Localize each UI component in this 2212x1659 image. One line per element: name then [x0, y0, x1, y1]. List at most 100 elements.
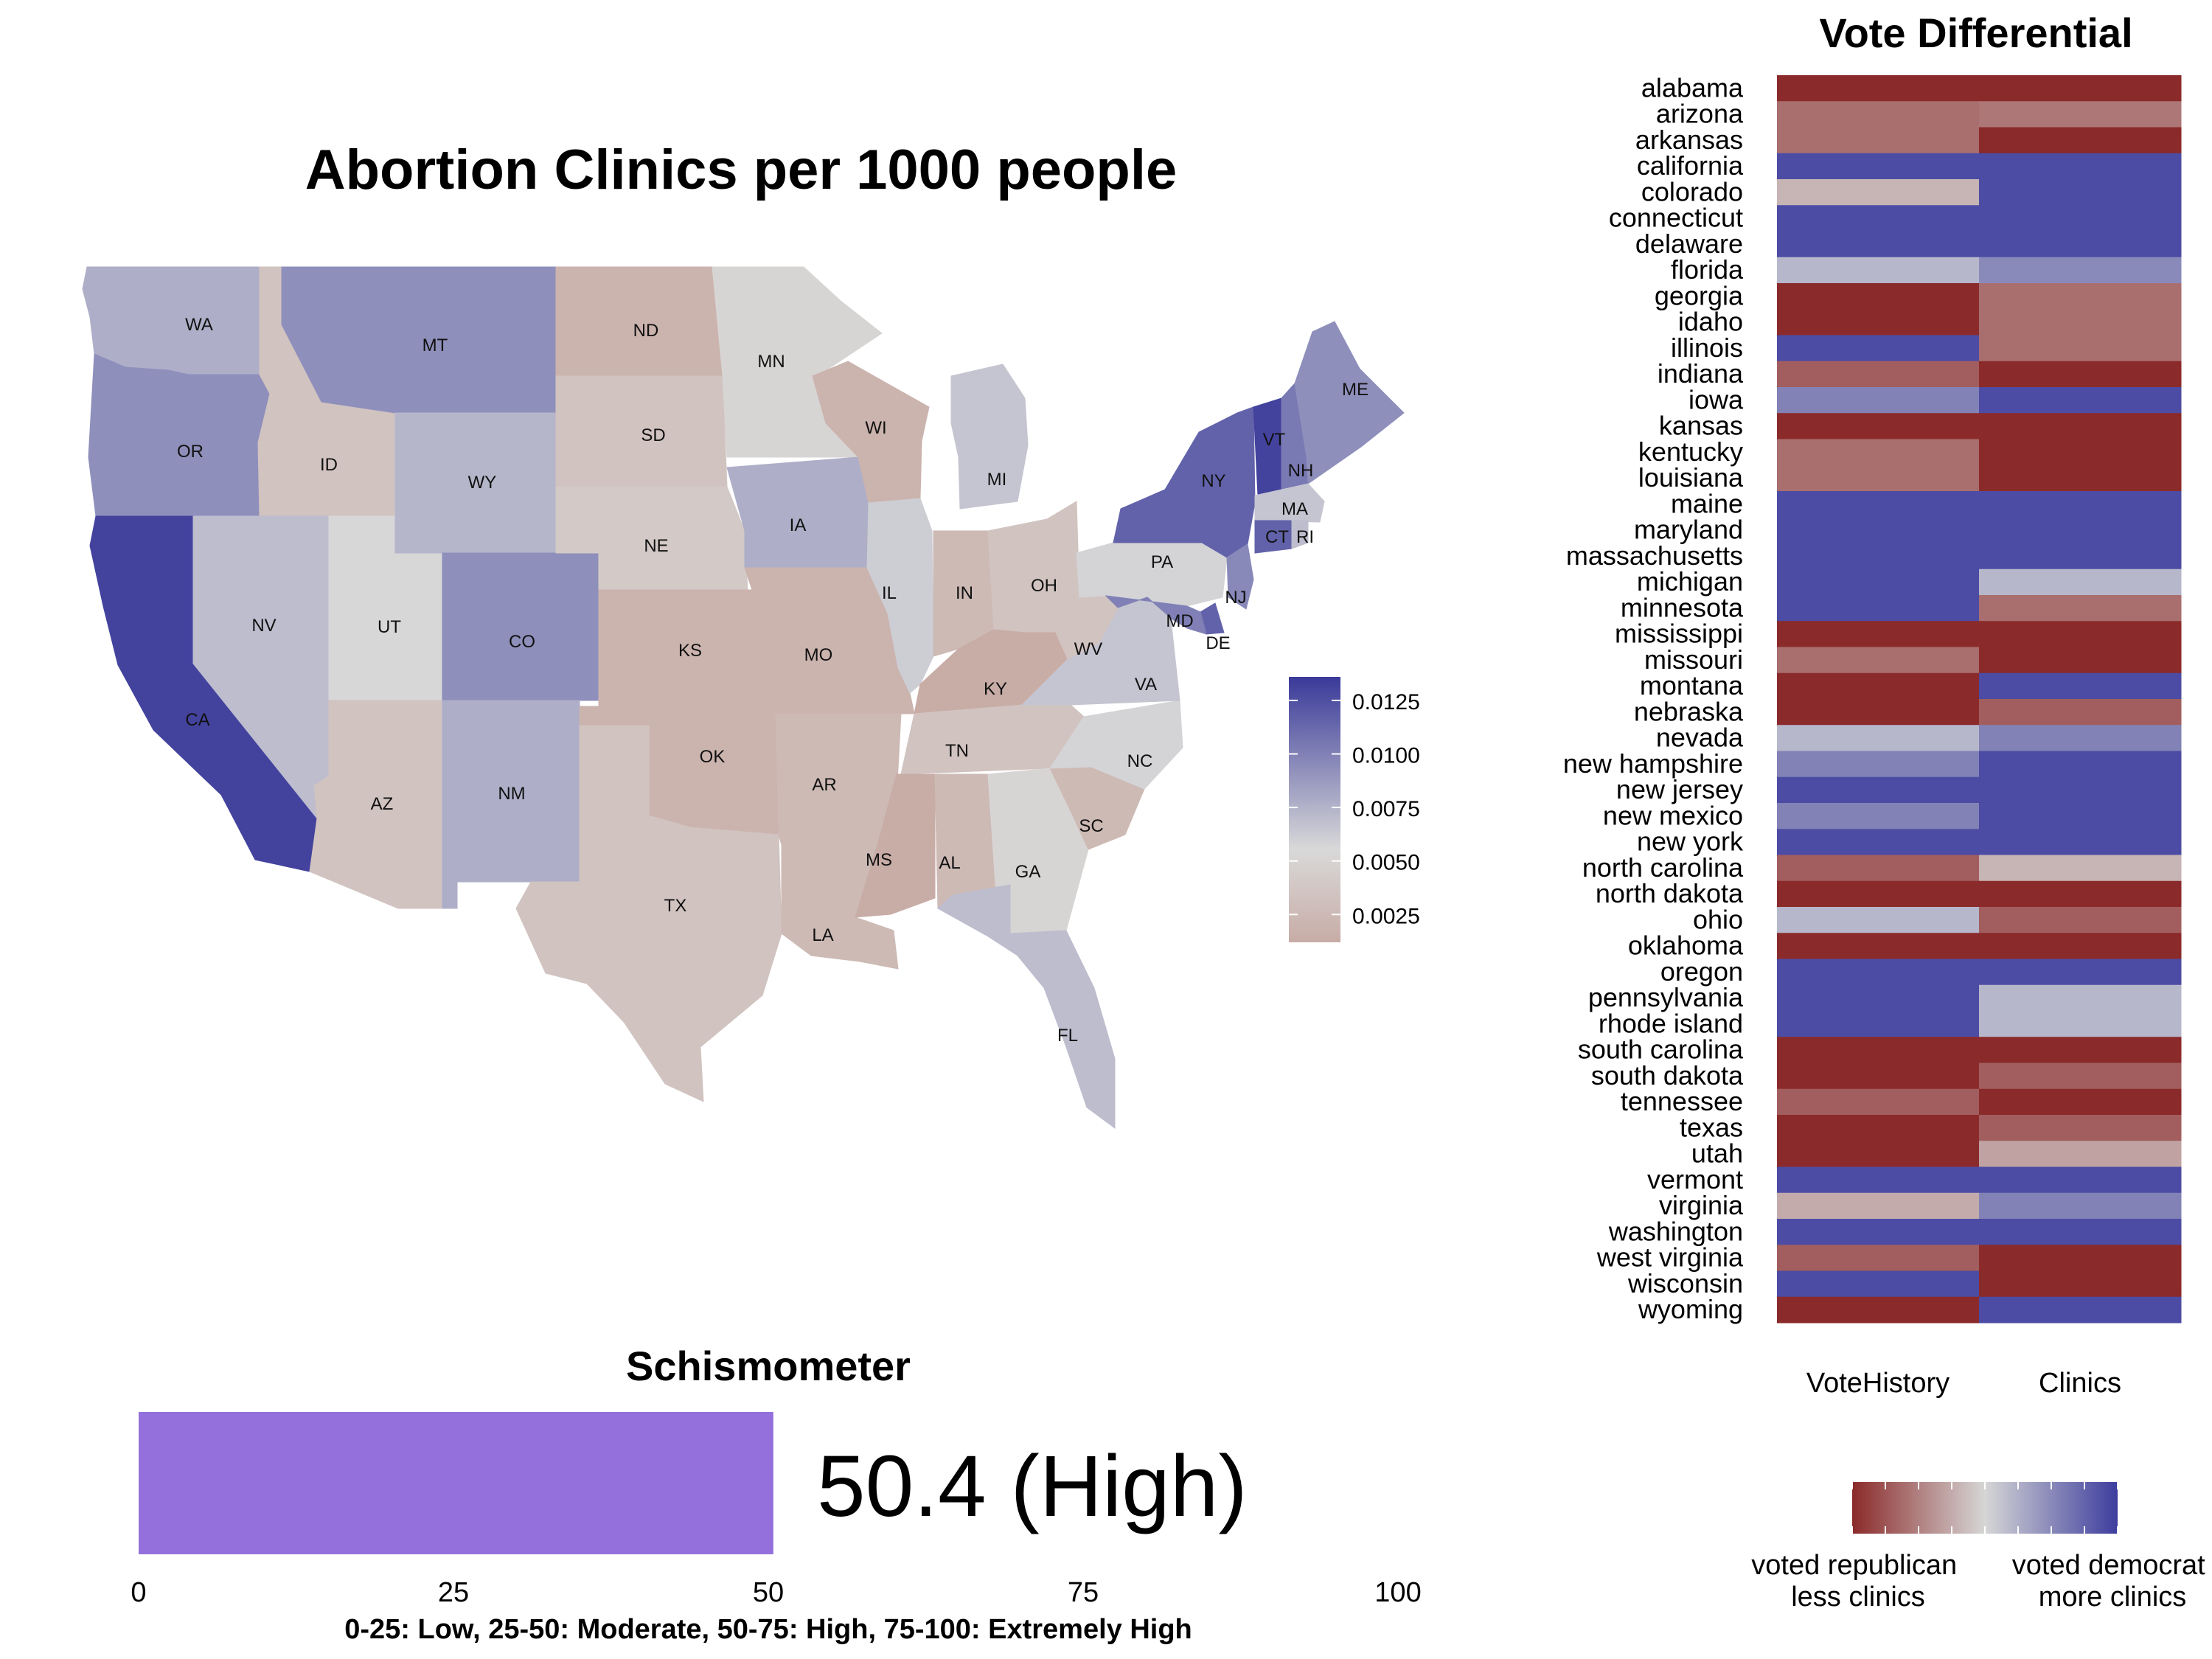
heatmap-row-label: illinois — [1671, 333, 1743, 363]
map-color-legend: 0.0125 0.0100 0.0075 0.0050 0.0025 — [1289, 677, 1420, 942]
heatmap-cell — [1777, 1192, 1980, 1220]
heatmap-cell — [1979, 543, 2182, 570]
state-mi — [950, 364, 1029, 509]
heatmap-cell — [1777, 776, 1980, 804]
heatmap-cell — [1777, 1011, 1980, 1037]
state-labels: WA OR CA ID NV UT AZ MT WY CO NM ND SD NE KS OK TX MN IA MO… — [177, 315, 1368, 1046]
state-label-nj: NJ — [1225, 588, 1246, 608]
schismometer-panel: Schismometer 50.4 (High) 0 25 50 75 100 0-25… — [131, 1343, 1421, 1645]
heatmap-cell — [1777, 75, 1980, 102]
heatmap-row-label: north carolina — [1582, 852, 1744, 883]
heatmap-cells — [1777, 75, 2182, 1324]
heatmap-cell — [1777, 309, 1980, 335]
heatmap-legend-right-label: voted democrat more clinics — [2012, 1550, 2212, 1613]
heatmap-row-label: oklahoma — [1628, 931, 1744, 961]
heatmap-cell — [1979, 907, 2182, 933]
heatmap-row-label: washington — [1608, 1216, 1743, 1246]
state-or — [88, 353, 271, 517]
heatmap-cell — [1777, 387, 1980, 414]
heatmap-cell — [1777, 101, 1980, 128]
heatmap-cell — [1979, 1115, 2182, 1141]
heatmap-row-label: iowa — [1688, 384, 1744, 414]
heatmap-cell — [1777, 829, 1980, 855]
state-label-al: AL — [939, 853, 960, 873]
state-label-ri: RI — [1296, 527, 1314, 547]
heatmap-cell — [1979, 439, 2182, 466]
state-label-ny: NY — [1201, 471, 1225, 491]
state-ia — [726, 456, 878, 568]
state-md — [1105, 595, 1207, 635]
state-il — [866, 498, 934, 694]
state-label-ia: IA — [790, 515, 807, 535]
heatmap-row-label: nevada — [1656, 723, 1744, 753]
heatmap-cell — [1979, 1088, 2182, 1116]
heatmap-row-label: delaware — [1635, 229, 1743, 259]
state-label-nh: NH — [1288, 461, 1314, 481]
heatmap-cell — [1979, 231, 2182, 258]
schismometer-caption: 0-25: Low, 25-50: Moderate, 50-75: High,… — [344, 1614, 1192, 1645]
heatmap-cell — [1979, 568, 2182, 596]
state-label-la: LA — [812, 925, 833, 945]
heatmap-row-label: alabama — [1641, 72, 1744, 102]
heatmap-cell — [1777, 568, 1980, 596]
state-label-ks: KS — [678, 641, 702, 661]
heatmap-row-label: vermont — [1647, 1164, 1743, 1194]
state-nj — [1226, 543, 1254, 610]
heatmap-cell — [1979, 1166, 2182, 1194]
state-me — [1294, 321, 1405, 484]
heatmap-cell — [1777, 751, 1980, 778]
state-fl — [937, 884, 1116, 1129]
heatmap-cell — [1777, 335, 1980, 362]
heatmap-legend-left-label: voted republican less clinics — [1751, 1550, 1964, 1613]
heatmap-cell — [1979, 1245, 2182, 1271]
heatmap-row-label: minnesota — [1621, 592, 1744, 622]
heatmap-cell — [1979, 1296, 2182, 1324]
heatmap-row-label: massachusetts — [1566, 540, 1743, 571]
us-map — [82, 266, 1405, 1129]
heatmap-column-label: VoteHistory — [1806, 1368, 1950, 1399]
state-nc — [1049, 700, 1183, 790]
state-ms — [855, 773, 936, 918]
state-label-ok: OK — [700, 747, 726, 767]
state-label-az: AZ — [371, 794, 394, 814]
heatmap-cell — [1979, 465, 2182, 492]
heatmap-column-label: Clinics — [2039, 1368, 2121, 1399]
state-label-mt: MT — [422, 335, 448, 355]
heatmap-cell — [1777, 205, 1980, 232]
state-label-ms: MS — [866, 850, 892, 870]
state-co — [442, 552, 599, 701]
map-panel: Abortion Clinics per 1000 people WA OR CA I… — [82, 139, 1420, 1129]
heatmap-row-label: texas — [1680, 1112, 1743, 1142]
state-label-ca: CA — [185, 710, 209, 730]
heatmap-cell — [1979, 283, 2182, 310]
state-label-sd: SD — [641, 425, 665, 445]
heatmap-cell — [1979, 309, 2182, 335]
state-label-ne: NE — [644, 536, 668, 556]
state-label-or: OR — [177, 442, 204, 462]
heatmap-cell — [1777, 933, 1980, 959]
heatmap-cell — [1777, 725, 1980, 751]
heatmap-row-label: oregon — [1660, 956, 1743, 987]
heatmap-row-label: michigan — [1637, 566, 1743, 597]
heatmap-cell — [1979, 153, 2182, 180]
heatmap-row-label: new mexico — [1603, 800, 1743, 830]
state-label-nm: NM — [498, 784, 525, 804]
state-ri — [1291, 520, 1309, 549]
map-legend-tick-label: 0.0125 — [1352, 690, 1420, 714]
state-label-mn: MN — [757, 352, 785, 372]
state-ny — [1113, 406, 1256, 558]
heatmap-cell — [1979, 335, 2182, 362]
heatmap-cell — [1979, 855, 2182, 882]
heatmap-cell — [1979, 595, 2182, 622]
schismometer-tick-label: 0 — [131, 1577, 146, 1608]
heatmap-cell — [1777, 283, 1980, 310]
heatmap-cell — [1777, 439, 1980, 466]
state-label-ar: AR — [812, 775, 836, 795]
heatmap-cell — [1777, 465, 1980, 492]
heatmap-row-label: new hampshire — [1563, 748, 1743, 779]
state-label-co: CO — [509, 632, 535, 652]
heatmap-cell — [1979, 75, 2182, 102]
heatmap-cell — [1777, 699, 1980, 726]
vote-differential-panel: Vote Differential alabamaarizonaarkansas… — [1563, 10, 2212, 1613]
state-label-ct: CT — [1265, 527, 1289, 547]
